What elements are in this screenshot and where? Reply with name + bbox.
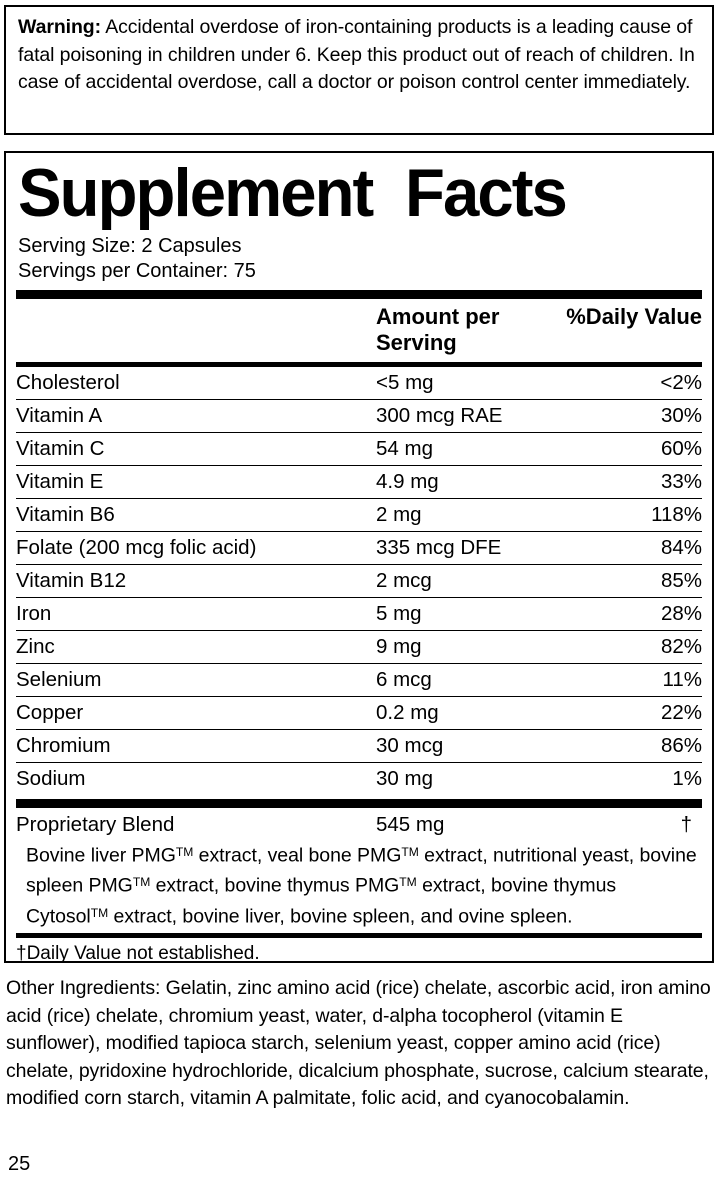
blend-ingredients: Bovine liver PMGTM extract, veal bone PM… [26, 844, 697, 928]
nutrient-amount: 2 mg [376, 503, 422, 526]
header-amount-per-serving: Amount per Serving [376, 304, 500, 355]
table-row: Iron 5 mg 28% [16, 598, 702, 630]
nutrient-name: Selenium [16, 668, 102, 691]
panel-title: Supplement Facts [18, 157, 675, 229]
nutrient-daily-value: 85% [660, 569, 702, 592]
daily-value-footnote: †Daily Value not established. [16, 943, 260, 965]
nutrient-daily-value: 84% [660, 536, 702, 559]
row-divider [16, 465, 702, 466]
nutrient-daily-value: 11% [662, 668, 702, 691]
nutrient-name: Vitamin B6 [16, 503, 115, 526]
nutrient-name: Vitamin E [16, 470, 104, 493]
nutrient-daily-value: 1% [672, 767, 702, 790]
nutrient-amount: 30 mcg [376, 734, 444, 757]
table-row: Zinc 9 mg 82% [16, 631, 702, 663]
panel-title-facts: Facts [405, 155, 568, 231]
warning-box: Warning: Accidental overdose of iron-con… [4, 5, 714, 135]
nutrient-amount: <5 mg [376, 371, 434, 394]
serving-size: Serving Size: 2 Capsules [18, 235, 242, 257]
table-row: Cholesterol <5 mg <2% [16, 367, 702, 399]
row-divider [16, 630, 702, 631]
panel-title-supplement: Supplement [18, 155, 374, 231]
supplement-facts-panel: Supplement Facts Serving Size: 2 Capsules… [4, 151, 714, 965]
rule-below-headers [16, 362, 702, 367]
nutrient-amount: 0.2 mg [376, 701, 439, 724]
trademark-symbol: TM [401, 845, 419, 859]
row-divider [16, 696, 702, 697]
nutrient-daily-value: 33% [660, 470, 702, 493]
row-divider [16, 729, 702, 730]
nutrient-name: Vitamin A [16, 404, 103, 427]
warning-body: Accidental overdose of iron-containing p… [18, 16, 695, 93]
rule-above-footnote [16, 933, 702, 939]
blend-name: Proprietary Blend [16, 813, 175, 836]
table-row: Chromium 30 mcg 86% [16, 730, 702, 762]
warning-label: Warning: [18, 16, 101, 38]
nutrient-daily-value: 82% [660, 635, 702, 658]
table-row: Vitamin B6 2 mg 118% [16, 499, 702, 531]
table-row: Sodium 30 mg 1% [16, 763, 702, 795]
nutrient-daily-value: <2% [660, 371, 702, 394]
nutrient-name: Copper [16, 701, 84, 724]
row-divider [16, 399, 702, 400]
nutrient-daily-value: 118% [651, 503, 702, 526]
nutrient-name: Iron [16, 602, 52, 625]
nutrient-daily-value: 22% [660, 701, 702, 724]
nutrient-name: Cholesterol [16, 371, 120, 394]
servings-per-container: Servings per Container: 75 [18, 260, 256, 282]
proprietary-blend-row: Proprietary Blend 545 mg † [16, 808, 702, 838]
nutrient-amount: 6 mcg [376, 668, 432, 691]
page-number: 25 [8, 1153, 31, 1175]
rule-above-headers [16, 290, 702, 299]
nutrient-amount: 54 mg [376, 437, 433, 460]
header-daily-value: %Daily Value [566, 304, 702, 329]
warning-text: Warning: Accidental overdose of iron-con… [18, 14, 700, 97]
table-row: Folate (200 mcg folic acid) 335 mcg DFE 84… [16, 532, 702, 564]
table-row: Vitamin C 54 mg 60% [16, 433, 702, 465]
trademark-symbol: TM [175, 845, 194, 859]
row-divider [16, 432, 702, 433]
blend-daily-value: † [680, 813, 692, 836]
trademark-symbol: TM [132, 875, 151, 890]
nutrient-name: Zinc [16, 635, 55, 658]
row-divider [16, 663, 702, 664]
nutrient-name: Sodium [16, 767, 86, 790]
row-divider [16, 498, 702, 499]
nutrient-name: Vitamin C [16, 437, 105, 460]
table-row: Vitamin A 300 mcg RAE 30% [16, 400, 702, 432]
nutrient-amount: 335 mcg DFE [376, 536, 502, 559]
row-divider [16, 597, 702, 598]
nutrient-daily-value: 28% [660, 602, 702, 625]
other-ingredients-text: Other Ingredients: Gelatin, zinc amino a… [6, 977, 711, 1109]
trademark-symbol: TM [90, 905, 109, 920]
row-divider [16, 564, 702, 565]
nutrient-amount: 30 mg [376, 767, 433, 790]
nutrient-amount: 300 mcg RAE [376, 404, 503, 427]
nutrient-amount: 5 mg [376, 602, 422, 625]
nutrient-amount: 2 mcg [376, 569, 432, 592]
nutrient-table: Cholesterol <5 mg <2% Vitamin A 300 mcg RAE 3… [16, 367, 702, 795]
row-divider [16, 762, 702, 763]
nutrient-amount: 9 mg [376, 635, 422, 658]
nutrient-name: Vitamin B12 [16, 569, 127, 592]
nutrient-name: Folate (200 mcg folic acid) [16, 536, 257, 559]
nutrient-daily-value: 60% [660, 437, 702, 460]
rule-above-blend [16, 799, 702, 808]
table-row: Vitamin E 4.9 mg 33% [16, 466, 702, 498]
nutrient-name: Chromium [16, 734, 111, 757]
nutrient-daily-value: 86% [660, 734, 702, 757]
blend-amount: 545 mg [376, 813, 445, 836]
table-row: Vitamin B12 2 mcg 85% [16, 565, 702, 597]
row-divider [16, 531, 702, 532]
table-row: Selenium 6 mcg 11% [16, 664, 702, 696]
trademark-symbol: TM [399, 875, 417, 890]
table-header-row: Amount per Serving %Daily Value [16, 299, 702, 362]
serving-info: Serving Size: 2 Capsules Servings per Co… [18, 234, 702, 284]
table-row: Copper 0.2 mg 22% [16, 697, 702, 729]
nutrient-amount: 4.9 mg [376, 470, 439, 493]
nutrient-daily-value: 30% [660, 404, 702, 427]
